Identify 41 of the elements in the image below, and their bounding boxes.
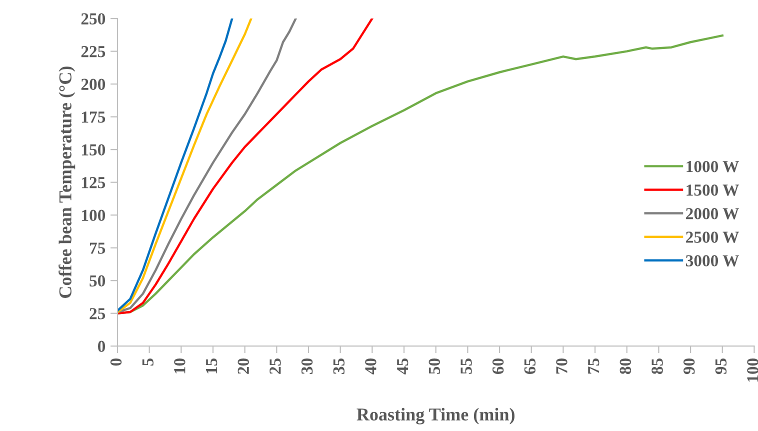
legend-label: 1500 W <box>686 184 739 196</box>
line-series <box>117 18 374 314</box>
x-tick-label: 20 <box>238 358 250 374</box>
y-tick-label: 0 <box>98 340 106 352</box>
line-series <box>117 18 297 314</box>
x-tick-label: 55 <box>460 358 472 374</box>
legend-label: 3000 W <box>686 255 739 266</box>
x-tick-label: 50 <box>428 358 440 374</box>
x-tick-label: 45 <box>397 358 408 374</box>
x-tick-label: 25 <box>270 358 281 374</box>
x-axis-title: Roasting Time (min) <box>356 408 514 424</box>
y-tick-label: 25 <box>90 308 106 320</box>
y-tick-label: 50 <box>90 275 106 287</box>
x-tick-label: 35 <box>333 358 345 374</box>
y-tick-label: 100 <box>82 210 106 222</box>
legend-label: 2500 W <box>686 232 739 243</box>
x-tick-label: 0 <box>110 358 122 366</box>
x-tick-label: 10 <box>174 358 186 374</box>
x-tick-label: 100 <box>747 358 758 382</box>
y-tick-label: 125 <box>82 177 106 188</box>
legend-label: 2000 W <box>686 208 739 220</box>
x-tick-label: 40 <box>365 358 376 374</box>
x-tick-label: 90 <box>683 358 695 374</box>
x-tick-label: 5 <box>142 358 154 366</box>
y-tick-label: 200 <box>81 78 106 90</box>
y-tick-label: 175 <box>82 112 106 123</box>
x-tick-label: 75 <box>588 358 600 374</box>
y-tick-label: 225 <box>81 46 106 58</box>
x-tick-label: 30 <box>301 358 313 374</box>
y-tick-label: 250 <box>81 13 106 24</box>
legend-label: 1000 W <box>686 160 739 172</box>
y-tick-label: 150 <box>82 144 106 156</box>
x-tick-label: 80 <box>620 358 632 374</box>
x-tick-label: 85 <box>652 358 663 374</box>
x-tick-label: 95 <box>715 358 727 374</box>
y-tick-label: 75 <box>90 242 106 254</box>
x-tick-label: 70 <box>556 358 568 374</box>
y-axis-title: Coffee bean Temperature (°C) <box>58 66 76 298</box>
x-tick-label: 60 <box>492 358 504 374</box>
x-tick-label: 15 <box>206 358 218 374</box>
x-tick-label: 65 <box>524 358 536 374</box>
